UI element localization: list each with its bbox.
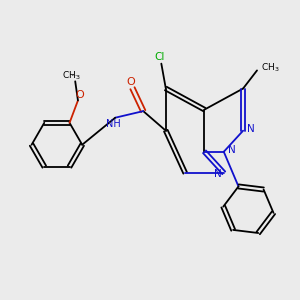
Text: NH: NH [106, 119, 121, 129]
Text: N: N [214, 169, 221, 178]
Text: CH$_3$: CH$_3$ [62, 69, 81, 82]
Text: O: O [75, 90, 84, 100]
Text: O: O [126, 77, 135, 87]
Text: CH$_3$: CH$_3$ [261, 61, 280, 74]
Text: N: N [247, 124, 255, 134]
Text: methoxy: methoxy [72, 74, 78, 76]
Text: N: N [228, 145, 236, 155]
Text: Cl: Cl [154, 52, 165, 62]
